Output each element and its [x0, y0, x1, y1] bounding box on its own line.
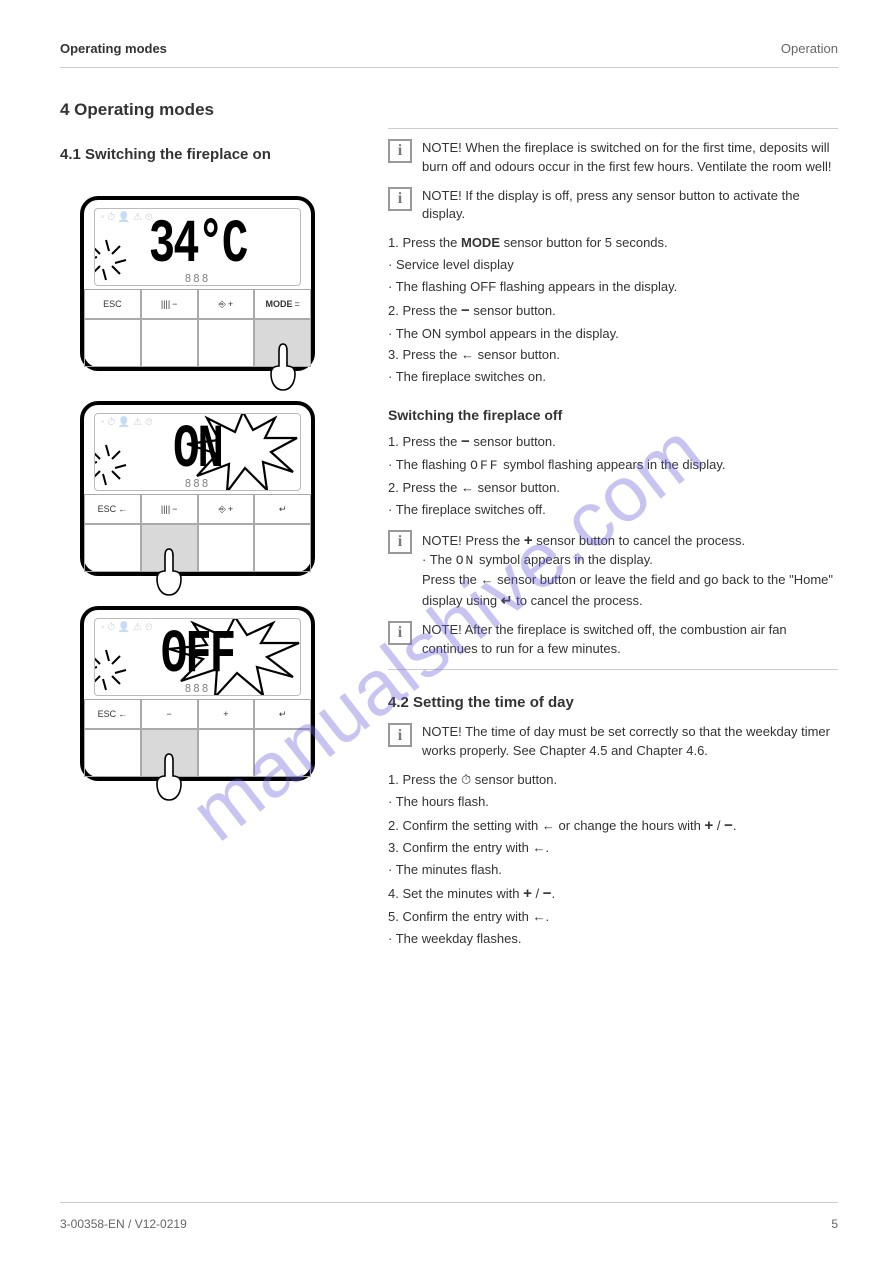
section-title: 4 Operating modes [60, 98, 360, 123]
step: · The hours flash. [388, 793, 838, 812]
finger-icon [149, 547, 189, 599]
lcd-1: ▫ ⏱ 👤 ⚠ ⏲ 34°C 888 [94, 208, 301, 286]
step: 1. Press the MODE sensor button for 5 se… [388, 234, 838, 253]
btn-4-mode[interactable] [254, 319, 311, 367]
step: · The fireplace switches on. [388, 368, 838, 387]
lcd-3: ▫ ⏱ 👤 ⚠ ⏲ OFF 888 [94, 618, 301, 696]
info-note-4: i NOTE! Press the sensor button to cance… [388, 530, 838, 611]
btn-2[interactable] [141, 319, 198, 367]
header-left: Operating modes [60, 40, 167, 59]
step: · The weekday flashes. [388, 930, 838, 949]
btn-label-plus: + [198, 699, 255, 729]
btn-3[interactable] [198, 524, 255, 572]
btn-label-bars: |||| − [141, 289, 198, 319]
step: 1. Press the ⏱ sensor button. [388, 771, 838, 790]
info-icon: i [388, 723, 412, 747]
btn-1[interactable] [84, 319, 141, 367]
info-text: NOTE! When the fireplace is switched on … [422, 139, 838, 177]
step: · The flashing OFF symbol flashing appea… [388, 456, 838, 476]
right-column: i NOTE! When the fireplace is switched o… [388, 76, 838, 952]
btn-label-minus: − [141, 699, 198, 729]
subheading-off: Switching the fireplace off [388, 405, 838, 425]
footer-left: 3-00358-EN / V12-0219 [60, 1216, 187, 1233]
btn-1[interactable] [84, 729, 141, 777]
info-text: NOTE! The time of day must be set correc… [422, 723, 838, 761]
info-note-1: i NOTE! When the fireplace is switched o… [388, 139, 838, 177]
button-row-3: ESC − + ↵ [84, 699, 311, 777]
btn-2-minus[interactable] [141, 524, 198, 572]
page-footer: 3-00358-EN / V12-0219 5 [60, 1216, 838, 1233]
info-note-2: i NOTE! If the display is off, press any… [388, 187, 838, 225]
step: 4. Set the minutes with / . [388, 883, 838, 905]
timer-icon: ⏱ [461, 772, 471, 787]
btn-label-plus: ⎆ + [198, 494, 255, 524]
btn-label-esc: ESC [84, 699, 141, 729]
subsection-42: 4.2 Setting the time of day [388, 692, 838, 714]
info-icon: i [388, 621, 412, 645]
footer-rule [60, 1202, 838, 1203]
btn-label-enter: ↵ [254, 699, 311, 729]
btn-1[interactable] [84, 524, 141, 572]
step: · The minutes flash. [388, 861, 838, 880]
info-note-5: i NOTE! After the fireplace is switched … [388, 621, 838, 659]
btn-4[interactable] [254, 524, 311, 572]
step: 1. Press the sensor button. [388, 431, 838, 453]
lcd-2: ▫ ⏱ 👤 ⚠ ⏲ ON 888 [94, 413, 301, 491]
step: · The fireplace switches off. [388, 501, 838, 520]
btn-label-box: ⎆ + [198, 289, 255, 319]
btn-label-enter: ↵ [254, 494, 311, 524]
subsection-title: 4.1 Switching the fireplace on [60, 144, 360, 166]
info-icon: i [388, 139, 412, 163]
flash-icon [94, 647, 129, 693]
button-row-2: ESC |||| − ⎆ + ↵ [84, 494, 311, 572]
step: · The flashing OFF flashing appears in t… [388, 278, 838, 297]
device-screen-2: ▫ ⏱ 👤 ⚠ ⏲ ON 888 ESC |||| − ⎆ + ↵ [80, 401, 315, 576]
step: 2. Press the sensor button. [388, 300, 838, 322]
header-right: Operation [781, 40, 838, 59]
btn-2-minus[interactable] [141, 729, 198, 777]
info-note-6: i NOTE! The time of day must be set corr… [388, 723, 838, 761]
info-text: NOTE! After the fireplace is switched of… [422, 621, 838, 659]
header-rule [60, 67, 838, 68]
info-icon: i [388, 187, 412, 211]
btn-label-minus: |||| − [141, 494, 198, 524]
btn-3[interactable] [198, 319, 255, 367]
footer-right: 5 [831, 1216, 838, 1233]
info-icon: i [388, 530, 412, 554]
section-rule [388, 669, 838, 670]
flash-icon [94, 442, 129, 488]
lcd-digits: OFF [161, 618, 234, 696]
main-content: 4 Operating modes 4.1 Switching the fire… [60, 76, 838, 952]
info-text: NOTE! Press the sensor button to cancel … [422, 530, 838, 611]
lcd-digits: ON [173, 413, 222, 491]
lcd-subdigits: 888 [185, 271, 211, 286]
step: 2. Press the sensor button. [388, 479, 838, 498]
btn-3[interactable] [198, 729, 255, 777]
btn-label-mode: MODE = [254, 289, 311, 319]
finger-icon [263, 342, 303, 394]
step: 3. Confirm the entry with . [388, 839, 838, 858]
step: · Service level display [388, 256, 838, 275]
page-header: Operating modes Operation [60, 40, 838, 59]
step: · The ON symbol appears in the display. [388, 325, 838, 344]
step: 5. Confirm the entry with . [388, 908, 838, 927]
btn-label-esc: ESC [84, 289, 141, 319]
flash-icon [94, 237, 129, 283]
device-screen-3: ▫ ⏱ 👤 ⚠ ⏲ OFF 888 ESC − + ↵ [80, 606, 315, 781]
btn-4[interactable] [254, 729, 311, 777]
btn-label-esc: ESC [84, 494, 141, 524]
step: 2. Confirm the setting with or change th… [388, 815, 838, 837]
button-row-1: ESC |||| − ⎆ + MODE = [84, 289, 311, 367]
info-text: NOTE! If the display is off, press any s… [422, 187, 838, 225]
section-rule [388, 128, 838, 129]
step: 3. Press the sensor button. [388, 346, 838, 365]
left-column: 4 Operating modes 4.1 Switching the fire… [60, 76, 360, 952]
finger-icon [149, 752, 189, 804]
device-screen-1: ▫ ⏱ 👤 ⚠ ⏲ 34°C 888 ESC |||| − ⎆ + MODE = [80, 196, 315, 371]
